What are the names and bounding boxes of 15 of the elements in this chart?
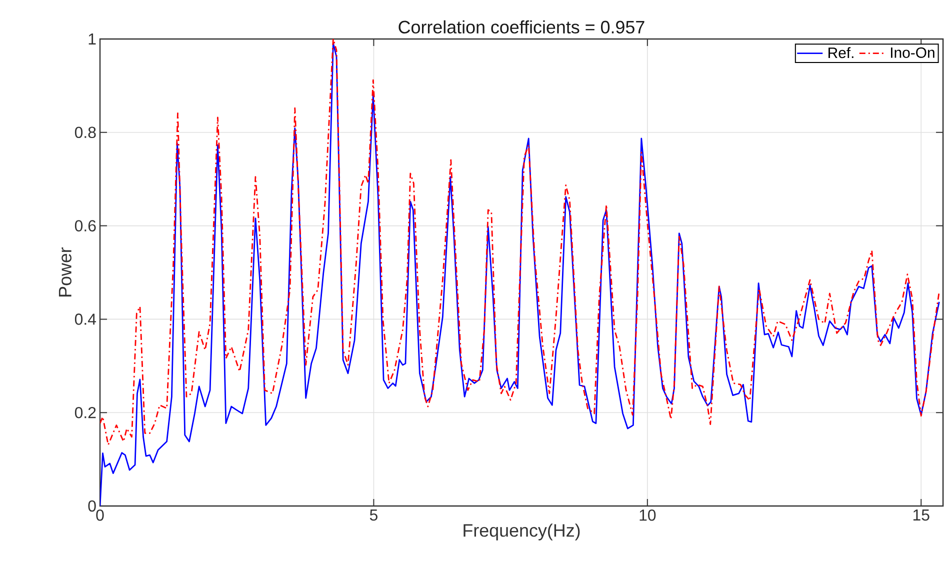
y-tick-label: 0.2 xyxy=(74,406,96,418)
legend-label: Ref. xyxy=(828,47,854,58)
x-tick-label: 0 xyxy=(96,510,104,521)
x-axis-title: Frequency(Hz) xyxy=(464,524,580,540)
y-tick-label: 1 xyxy=(88,34,96,44)
legend-label: Ino-On xyxy=(890,47,934,58)
y-axis-title: Power xyxy=(58,247,72,296)
y-tick-label: 0.4 xyxy=(74,314,96,325)
x-tick-label: 10 xyxy=(640,510,656,521)
x-tick-label: 15 xyxy=(913,510,930,521)
chart-title: Correlation coefficients = 0.957 xyxy=(398,20,644,34)
y-tick-label: 0.6 xyxy=(74,220,96,232)
x-tick-label: 5 xyxy=(370,510,378,521)
y-tick-label: 0 xyxy=(88,500,96,512)
y-tick-label: 0.8 xyxy=(74,126,96,138)
